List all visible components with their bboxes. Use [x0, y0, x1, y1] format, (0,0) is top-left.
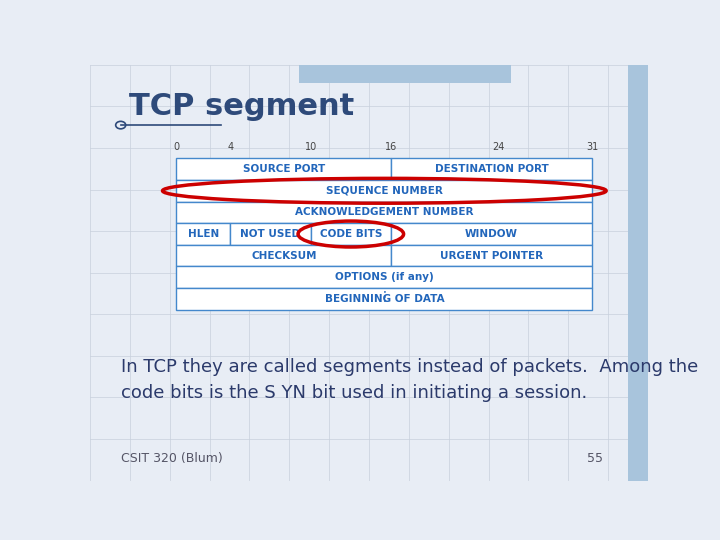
- Text: SEQUENCE NUMBER: SEQUENCE NUMBER: [326, 186, 443, 196]
- FancyBboxPatch shape: [176, 201, 593, 223]
- FancyBboxPatch shape: [176, 223, 230, 245]
- FancyBboxPatch shape: [176, 180, 593, 201]
- Text: In TCP they are called segments instead of packets.  Among the
code bits is the : In TCP they are called segments instead …: [121, 358, 698, 402]
- Text: 10: 10: [305, 142, 317, 152]
- Text: ⋮: ⋮: [377, 290, 391, 304]
- Text: BEGINNING OF DATA: BEGINNING OF DATA: [325, 294, 444, 304]
- Text: 31: 31: [586, 142, 598, 152]
- FancyBboxPatch shape: [629, 65, 648, 481]
- Text: DESTINATION PORT: DESTINATION PORT: [435, 164, 549, 174]
- FancyBboxPatch shape: [300, 65, 511, 83]
- Text: 4: 4: [227, 142, 233, 152]
- FancyBboxPatch shape: [391, 223, 592, 245]
- Text: CSIT 320 (Blum): CSIT 320 (Blum): [121, 452, 222, 465]
- Text: NOT USED: NOT USED: [240, 229, 300, 239]
- Text: OPTIONS (if any): OPTIONS (if any): [335, 272, 433, 282]
- Text: ACKNOWLEDGEMENT NUMBER: ACKNOWLEDGEMENT NUMBER: [295, 207, 474, 218]
- FancyBboxPatch shape: [176, 158, 391, 180]
- Text: 16: 16: [385, 142, 397, 152]
- Text: SOURCE PORT: SOURCE PORT: [243, 164, 325, 174]
- FancyBboxPatch shape: [391, 158, 593, 180]
- Text: CHECKSUM: CHECKSUM: [251, 251, 317, 261]
- Text: URGENT POINTER: URGENT POINTER: [440, 251, 543, 261]
- FancyBboxPatch shape: [310, 223, 391, 245]
- FancyBboxPatch shape: [391, 245, 593, 266]
- Text: 55: 55: [588, 452, 603, 465]
- FancyBboxPatch shape: [230, 223, 310, 245]
- Text: WINDOW: WINDOW: [465, 229, 518, 239]
- Text: 24: 24: [492, 142, 505, 152]
- Text: 0: 0: [174, 142, 179, 152]
- FancyBboxPatch shape: [176, 245, 391, 266]
- FancyBboxPatch shape: [176, 266, 593, 288]
- FancyBboxPatch shape: [176, 288, 593, 310]
- Text: HLEN: HLEN: [188, 229, 219, 239]
- Text: TCP segment: TCP segment: [129, 92, 354, 121]
- Text: CODE BITS: CODE BITS: [320, 229, 382, 239]
